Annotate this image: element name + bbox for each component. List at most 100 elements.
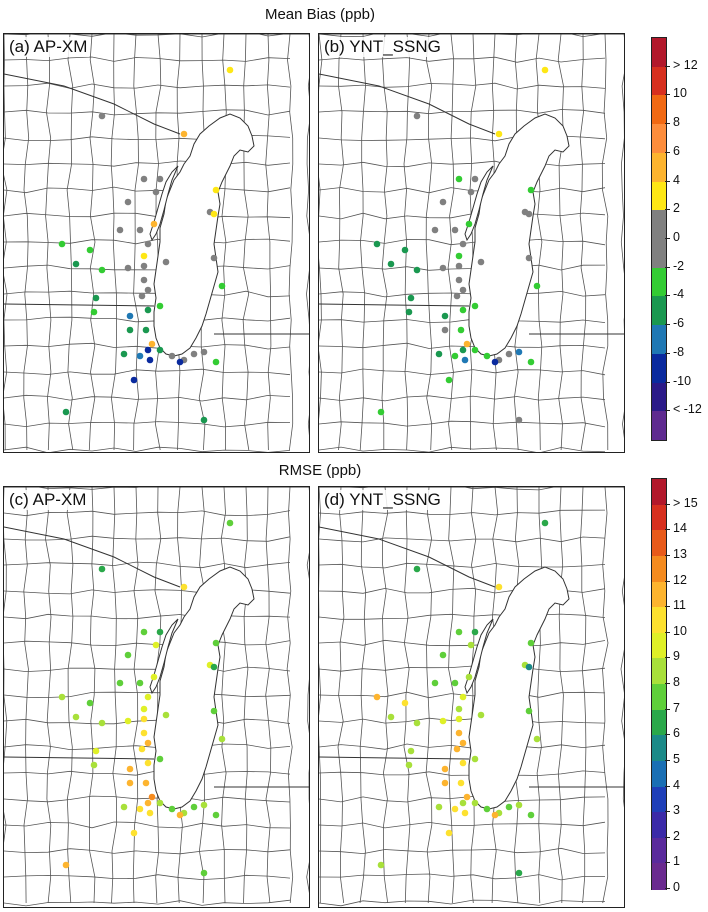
station-marker <box>200 869 208 877</box>
colorbar-segment <box>652 95 666 125</box>
station-marker <box>92 294 100 302</box>
station-marker <box>455 628 463 636</box>
county-boundaries <box>319 34 624 452</box>
station-marker <box>176 358 184 366</box>
station-marker <box>140 276 148 284</box>
colorbar-tick <box>665 238 670 239</box>
station-marker <box>455 705 463 713</box>
station-marker <box>455 262 463 270</box>
colorbar-segment <box>652 632 666 659</box>
colorbar-segment <box>652 267 666 297</box>
station-marker <box>455 276 463 284</box>
station-marker <box>156 175 164 183</box>
station-marker <box>144 306 152 314</box>
colorbar-segment <box>652 658 666 685</box>
station-marker <box>212 186 220 194</box>
colorbar-tick <box>665 180 670 182</box>
station-marker <box>126 326 134 334</box>
station-marker <box>180 583 188 591</box>
station-marker <box>435 803 443 811</box>
station-marker <box>465 220 473 228</box>
station-marker <box>373 240 381 248</box>
station-marker <box>377 408 385 416</box>
station-marker <box>150 220 158 228</box>
station-marker <box>407 747 415 755</box>
station-marker <box>86 699 94 707</box>
station-marker <box>218 282 226 290</box>
colorbar-tick-label: 9 <box>673 649 680 664</box>
colorbar-segment <box>652 607 666 634</box>
station-marker <box>459 286 467 294</box>
station-marker <box>212 639 220 647</box>
colorbar-segment <box>652 555 666 582</box>
colorbar-segment <box>652 581 666 608</box>
station-marker <box>176 811 184 819</box>
station-marker <box>210 210 218 218</box>
colorbar-segment <box>652 38 666 68</box>
station-marker <box>451 226 459 234</box>
station-marker <box>453 745 461 753</box>
colorbar-tick <box>665 410 670 412</box>
station-marker <box>210 254 218 262</box>
colorbar-tick <box>665 94 670 96</box>
station-marker <box>136 679 144 687</box>
panel-d-label: (d) YNT_SSNG <box>322 490 443 510</box>
colorbar-tick <box>665 862 670 864</box>
station-marker <box>459 739 467 747</box>
station-marker <box>515 348 523 356</box>
station-marker <box>455 252 463 260</box>
colorbar-tick-label: 5 <box>673 751 680 766</box>
station-marker <box>441 779 449 787</box>
colorbar-tick <box>665 708 670 710</box>
colorbar-tick-label: 0 <box>673 880 680 894</box>
station-marker <box>459 799 467 807</box>
colorbar-tick-label: -2 <box>673 258 685 273</box>
colorbar-segment <box>652 812 666 839</box>
colorbar-segment <box>652 837 666 864</box>
station-marker <box>180 130 188 138</box>
station-marker <box>477 711 485 719</box>
station-marker <box>136 352 144 360</box>
station-marker <box>90 761 98 769</box>
station-marker <box>144 346 152 354</box>
map-d-svg <box>319 487 624 907</box>
station-marker <box>459 306 467 314</box>
station-marker <box>146 356 154 364</box>
station-marker <box>130 376 138 384</box>
station-marker <box>441 326 449 334</box>
colorbar-tick-label: 8 <box>673 675 680 689</box>
colorbar-segment <box>652 353 666 384</box>
colorbar-tick <box>665 352 670 354</box>
station-marker <box>156 346 164 354</box>
station-marker <box>168 805 176 813</box>
station-marker <box>190 350 198 358</box>
station-marker <box>515 801 523 809</box>
station-marker <box>495 583 503 591</box>
colorbar-segment <box>652 863 666 890</box>
station-marker <box>401 699 409 707</box>
colorbar-segment <box>652 735 666 762</box>
colorbar-segment <box>652 181 666 211</box>
station-marker <box>72 260 80 268</box>
station-marker <box>138 745 146 753</box>
station-marker <box>98 266 106 274</box>
station-marker <box>387 713 395 721</box>
colorbar-tick <box>665 209 670 211</box>
station-marker <box>200 801 208 809</box>
colorbar-tick <box>665 836 670 838</box>
station-marker <box>98 565 106 573</box>
colorbar-tick-label: 6 <box>673 726 680 741</box>
colorbar-segment <box>652 152 666 183</box>
station-marker <box>62 408 70 416</box>
station-marker <box>150 673 158 681</box>
county-boundaries <box>4 487 309 907</box>
station-marker <box>477 258 485 266</box>
county-boundaries <box>4 34 309 452</box>
station-marker <box>156 628 164 636</box>
station-marker <box>457 779 465 787</box>
map-b-svg <box>319 34 624 452</box>
station-marker <box>144 240 152 248</box>
station-marker <box>72 713 80 721</box>
station-marker <box>461 356 469 364</box>
colorbar-tick <box>665 631 670 633</box>
